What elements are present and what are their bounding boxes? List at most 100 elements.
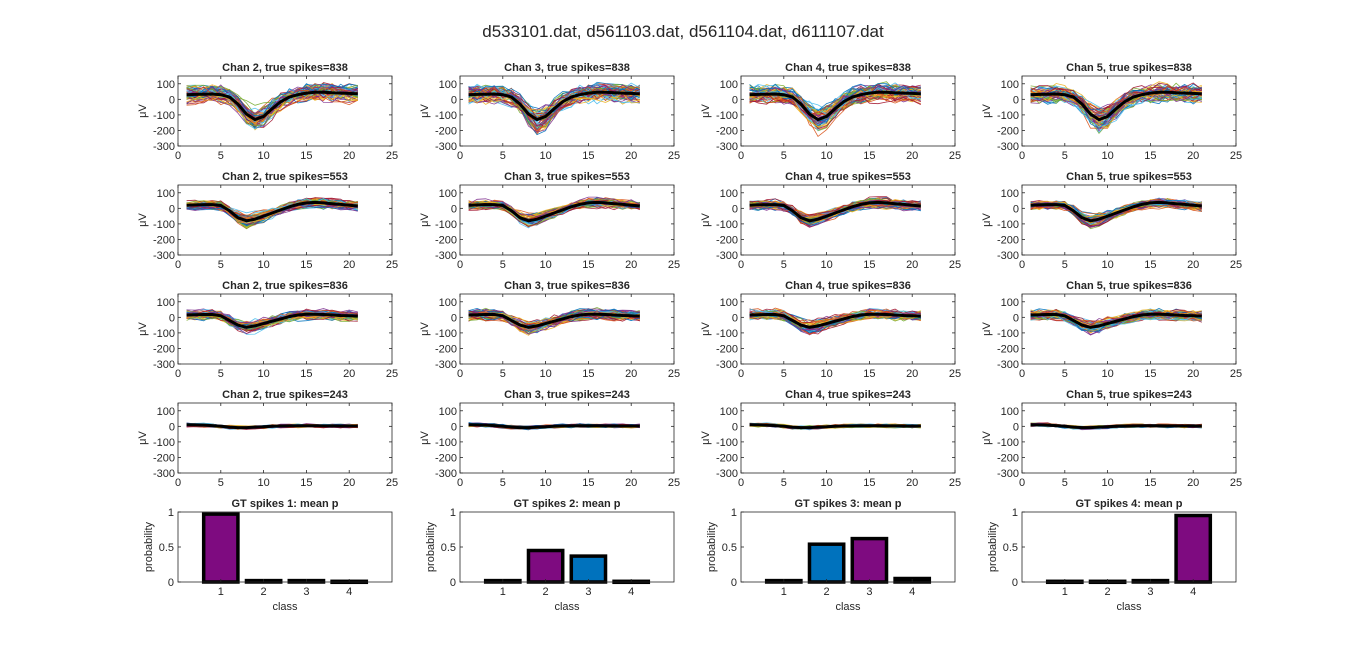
y-tick-label: -100 xyxy=(997,437,1019,449)
y-tick-label: 100 xyxy=(1001,406,1019,418)
x-tick-label: 15 xyxy=(863,259,875,271)
y-tick-label: -100 xyxy=(997,328,1019,340)
mean-waveform-line xyxy=(468,90,640,122)
spike-trace xyxy=(1030,199,1202,219)
axes-box xyxy=(177,75,393,147)
y-tick-label: 0.5 xyxy=(441,542,456,554)
y-axis-label: μV xyxy=(700,104,712,118)
panel-title: GT spikes 4: mean p xyxy=(1076,498,1183,510)
x-tick-label: 20 xyxy=(906,259,918,271)
y-axis-label: probability xyxy=(706,521,718,572)
probability-bar xyxy=(1174,513,1213,584)
x-tick-label: 5 xyxy=(1062,368,1068,380)
y-tick-label: -100 xyxy=(153,110,175,122)
x-tick-label: 10 xyxy=(820,477,832,489)
x-tick-label: 15 xyxy=(863,368,875,380)
y-tick-label: 0 xyxy=(169,421,175,433)
x-tick-label: 15 xyxy=(1144,477,1156,489)
axes-box xyxy=(1021,184,1237,256)
waveform-panel: Chan 2, true spikes=553 μV 0 5 10 15 20 25 -300 -… xyxy=(137,171,398,271)
y-tick-label: 0.5 xyxy=(1003,542,1018,554)
y-tick-label: -100 xyxy=(716,110,738,122)
panel-title: Chan 3, true spikes=838 xyxy=(504,62,630,74)
waveform-panel: Chan 4, true spikes=838 μV 0 5 10 15 20 25 -300 -… xyxy=(700,62,961,162)
y-tick-label: -200 xyxy=(997,452,1019,464)
mean-waveform-line xyxy=(468,423,640,430)
spike-trace xyxy=(749,85,922,125)
mean-waveform-line xyxy=(749,423,921,430)
x-tick-label: 20 xyxy=(1187,368,1199,380)
y-axis-label: μV xyxy=(981,104,993,118)
y-tick-label: -300 xyxy=(435,141,457,153)
y-tick-label: -300 xyxy=(997,468,1019,480)
x-tick-label: 1 xyxy=(218,586,224,598)
spike-trace xyxy=(468,85,640,119)
panel-title: Chan 5, true spikes=243 xyxy=(1066,389,1192,401)
x-tick-label: 25 xyxy=(668,477,680,489)
x-tick-label: 25 xyxy=(668,150,680,162)
panel-title: Chan 3, true spikes=553 xyxy=(504,171,630,183)
x-tick-label: 20 xyxy=(906,368,918,380)
x-tick-label: 25 xyxy=(949,368,961,380)
y-tick-label: -300 xyxy=(153,250,175,262)
mean-waveform-line xyxy=(1030,423,1202,430)
trace-group xyxy=(749,196,921,228)
spike-trace xyxy=(749,204,921,220)
panel-title: Chan 5, true spikes=838 xyxy=(1066,62,1192,74)
waveform-panel: Chan 5, true spikes=836 μV 0 5 10 15 20 25 -300 -… xyxy=(981,280,1242,380)
y-tick-label: -100 xyxy=(435,110,457,122)
y-axis-label: μV xyxy=(419,431,431,445)
y-tick-label: -300 xyxy=(997,359,1019,371)
axes-box xyxy=(459,75,675,147)
x-tick-label: 20 xyxy=(625,150,637,162)
mean-waveform-line xyxy=(749,312,921,329)
x-tick-label: 5 xyxy=(500,259,506,271)
y-tick-label: 0 xyxy=(1013,312,1019,324)
mean-waveform-line xyxy=(468,200,640,223)
x-tick-label: 2 xyxy=(543,586,549,598)
y-tick-label: -200 xyxy=(997,234,1019,246)
panel-title: Chan 2, true spikes=836 xyxy=(222,280,348,292)
y-tick-label: -200 xyxy=(435,452,457,464)
axes-box xyxy=(740,402,956,474)
x-tick-label: 0 xyxy=(1019,259,1025,271)
y-tick-label: -200 xyxy=(716,125,738,137)
trace-group xyxy=(186,197,359,230)
axes-box xyxy=(459,184,675,256)
trace-group xyxy=(1030,422,1202,431)
x-tick-label: 10 xyxy=(257,477,269,489)
y-axis-label: μV xyxy=(137,431,149,445)
y-tick-label: -300 xyxy=(153,141,175,153)
y-tick-label: 100 xyxy=(157,406,175,418)
x-tick-label: 5 xyxy=(781,150,787,162)
mean-waveform-line xyxy=(749,90,921,122)
trace-group xyxy=(749,81,922,137)
panel-title: Chan 4, true spikes=838 xyxy=(785,62,911,74)
x-tick-label: 10 xyxy=(539,150,551,162)
y-tick-label: 0 xyxy=(732,421,738,433)
x-tick-label: 10 xyxy=(257,259,269,271)
y-tick-label: -200 xyxy=(997,343,1019,355)
y-tick-label: 100 xyxy=(1001,297,1019,309)
x-tick-label: 25 xyxy=(668,259,680,271)
axes-box xyxy=(177,184,393,256)
x-tick-label: 15 xyxy=(863,477,875,489)
x-tick-label: 5 xyxy=(1062,477,1068,489)
waveform-panel: Chan 5, true spikes=243 μV 0 5 10 15 20 25 -300 -… xyxy=(981,389,1242,489)
y-tick-label: 0.5 xyxy=(159,542,174,554)
waveform-panel: Chan 2, true spikes=243 μV 0 5 10 15 20 25 -300 -… xyxy=(137,389,398,489)
x-tick-label: 25 xyxy=(668,368,680,380)
y-tick-label: 100 xyxy=(157,79,175,91)
panel-title: Chan 3, true spikes=243 xyxy=(504,389,630,401)
y-tick-label: 0 xyxy=(1012,577,1018,589)
y-tick-label: 100 xyxy=(1001,188,1019,200)
x-tick-label: 20 xyxy=(343,150,355,162)
y-tick-label: -300 xyxy=(716,141,738,153)
x-axis-label: class xyxy=(272,601,298,613)
trace-group xyxy=(186,308,358,335)
y-tick-label: 0 xyxy=(169,312,175,324)
x-tick-label: 0 xyxy=(457,477,463,489)
panel-title: Chan 4, true spikes=836 xyxy=(785,280,911,292)
y-tick-label: 1 xyxy=(450,507,456,519)
y-tick-label: -200 xyxy=(153,125,175,137)
